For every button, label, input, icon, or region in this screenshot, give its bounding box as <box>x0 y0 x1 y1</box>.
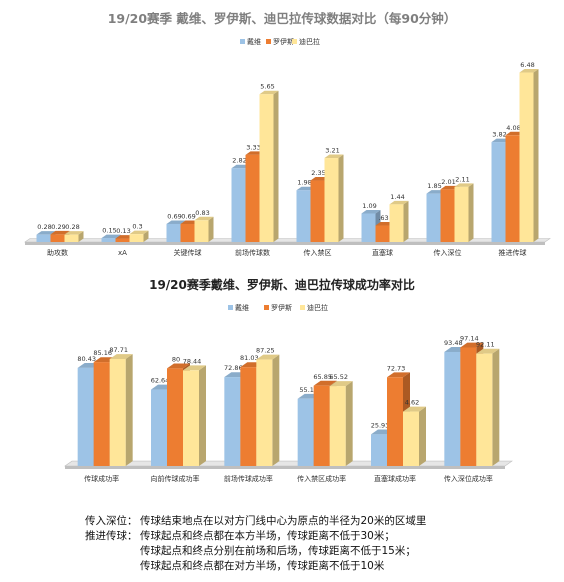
value-label-3-3: 87.25 <box>256 347 275 355</box>
pass-stats-chart-svg: 19/20赛季 戴维、罗伊斯、迪巴拉传球数据对比（每90分钟） 戴维 罗伊斯 迪巴拉 0… <box>24 11 551 257</box>
value-label-3-3: 0.83 <box>195 209 209 217</box>
pass-success-chart: 19/20赛季戴维、罗伊斯、迪巴拉传球成功率对比戴维 罗伊斯 迪巴拉 80.43 85.… <box>0 272 564 512</box>
legend-label-2: 罗伊斯 <box>271 303 292 312</box>
note-text-progressive-2: 传球起点和终点分别在前场和后场，传球距离不低于15米； <box>140 545 416 557</box>
pass-stats-chart: 19/20赛季 戴维、罗伊斯、迪巴拉传球数据对比（每90分钟） 戴维 罗伊斯 迪巴拉 0… <box>0 0 564 282</box>
value-label-2-4: 65.85 <box>313 373 332 381</box>
value-label-2-2: 80 <box>172 356 180 364</box>
value-label-3-7: 2.11 <box>455 175 469 183</box>
value-label-2-1: 85.16 <box>93 349 112 357</box>
bar-3-6 <box>389 200 409 242</box>
legend-label-2: 罗伊斯 <box>273 37 294 46</box>
bar-3-2 <box>183 365 206 466</box>
legend-swatch-2 <box>264 305 269 310</box>
value-label-3-4: 65.52 <box>329 373 348 381</box>
value-label-1-7: 1.85 <box>427 182 441 190</box>
value-label-3-6: 92.11 <box>476 341 495 349</box>
value-label-1-1: 0.28 <box>37 223 51 231</box>
value-label-1-5: 1.98 <box>297 179 311 187</box>
category-label-6: 传入深位成功率 <box>444 474 493 483</box>
value-label-1-6: 93.48 <box>444 339 463 347</box>
value-label-3-1: 0.28 <box>65 223 79 231</box>
value-label-2-3: 0.69 <box>181 212 195 220</box>
legend-swatch-2 <box>266 39 271 44</box>
value-label-1-8: 3.82 <box>492 131 506 139</box>
category-label-1: 助攻数 <box>47 248 68 257</box>
value-label-1-2: 62.64 <box>151 377 170 385</box>
bar-3-1 <box>64 231 84 242</box>
legend-label-3: 迪巴拉 <box>307 303 328 312</box>
value-label-2-2: 0.13 <box>116 227 130 235</box>
value-label-1-3: 72.86 <box>224 364 243 372</box>
category-label-6: 直塞球 <box>372 248 393 257</box>
bar-3-5 <box>324 154 344 242</box>
value-label-3-2: 0.3 <box>132 223 142 231</box>
note-term-deep-pass: 传入深位： <box>85 515 138 527</box>
chart-1-title: 19/20赛季 戴维、罗伊斯、迪巴拉传球数据对比（每90分钟） <box>108 11 457 26</box>
bar-3-4 <box>259 90 279 242</box>
category-label-3: 前场传球成功率 <box>224 474 273 483</box>
chart-2-title: 19/20赛季戴维、罗伊斯、迪巴拉传球成功率对比 <box>149 277 415 292</box>
bar-3-5 <box>403 406 426 466</box>
chart-1-floor-edge <box>25 242 545 245</box>
value-label-2-6: 97.14 <box>460 335 479 343</box>
value-label-1-4: 55.1 <box>299 386 313 394</box>
value-label-3-4: 5.65 <box>260 83 274 91</box>
value-label-2-1: 0.29 <box>51 223 65 231</box>
category-label-8: 推进传球 <box>499 248 527 257</box>
legend-label-3: 迪巴拉 <box>299 37 320 46</box>
category-label-5: 直塞球成功率 <box>374 474 416 483</box>
value-label-2-5: 2.35 <box>311 169 325 177</box>
value-label-2-5: 72.73 <box>387 364 406 372</box>
value-label-3-1: 87.71 <box>109 346 128 354</box>
value-label-1-3: 0.69 <box>167 212 181 220</box>
bar-3-8 <box>519 69 539 243</box>
value-label-2-6: .63 <box>378 214 388 222</box>
value-label-1-4: 2.82 <box>232 157 246 165</box>
value-label-3-5: 4.62 <box>405 399 419 407</box>
legend-label-1: 戴维 <box>247 37 261 46</box>
bar-3-3 <box>256 354 280 466</box>
definitions-notes: 传入深位： 传球结束地点在以对方门线中心为原点的半径为20米的区域里 推进传球：… <box>85 514 555 574</box>
category-label-2: 向前传球成功率 <box>151 474 200 483</box>
legend-swatch-3 <box>300 305 305 310</box>
value-label-1-5: 25.93 <box>371 421 390 429</box>
legend-swatch-1 <box>228 305 233 310</box>
bar-3-1 <box>109 354 133 466</box>
category-label-4: 前场传球数 <box>235 248 270 257</box>
value-label-1-6: 1.09 <box>362 202 376 210</box>
bar-3-7 <box>454 183 474 242</box>
value-label-2-4: 3.33 <box>246 143 260 151</box>
bar-3-6 <box>476 348 500 466</box>
note-text-progressive-1: 传球起点和终点都在本方半场，传球距离不低于30米； <box>140 530 395 542</box>
value-label-2-8: 4.08 <box>506 124 520 132</box>
chart-2-floor-edge <box>65 466 505 469</box>
category-label-3: 关键传球 <box>174 248 202 257</box>
bar-3-3 <box>194 216 214 242</box>
value-label-3-5: 3.21 <box>325 147 339 155</box>
category-label-5: 传入禁区 <box>304 248 332 257</box>
note-term-progressive-pass: 推进传球： <box>85 530 138 542</box>
category-label-2: xA <box>118 249 127 257</box>
note-text-progressive-3: 传球起点和终点都在对方半场，传球距离不低于10米 <box>140 560 385 572</box>
bar-3-4 <box>329 381 353 466</box>
value-label-3-8: 6.48 <box>520 61 534 69</box>
category-label-7: 传入深位 <box>434 248 462 257</box>
legend-label-1: 戴维 <box>235 303 249 312</box>
value-label-1-1: 80.43 <box>77 355 96 363</box>
value-label-1-2: 0.15 <box>102 227 116 235</box>
category-label-1: 传球成功率 <box>84 474 119 483</box>
value-label-3-2: 78.44 <box>183 357 202 365</box>
value-label-3-6: 1.44 <box>390 193 404 201</box>
value-label-2-7: 2.01 <box>441 178 455 186</box>
category-label-4: 传入禁区成功率 <box>297 474 346 483</box>
note-progressive-pass: 推进传球： 传球起点和终点都在本方半场，传球距离不低于30米； 传球起点和终点分… <box>85 529 555 574</box>
legend-swatch-3 <box>292 39 297 44</box>
note-text-deep-pass: 传球结束地点在以对方门线中心为原点的半径为20米的区域里 <box>140 515 427 527</box>
legend-swatch-1 <box>240 39 245 44</box>
value-label-2-3: 81.03 <box>240 354 259 362</box>
note-deep-pass: 传入深位： 传球结束地点在以对方门线中心为原点的半径为20米的区域里 <box>85 514 555 529</box>
bar-3-2 <box>129 230 149 242</box>
